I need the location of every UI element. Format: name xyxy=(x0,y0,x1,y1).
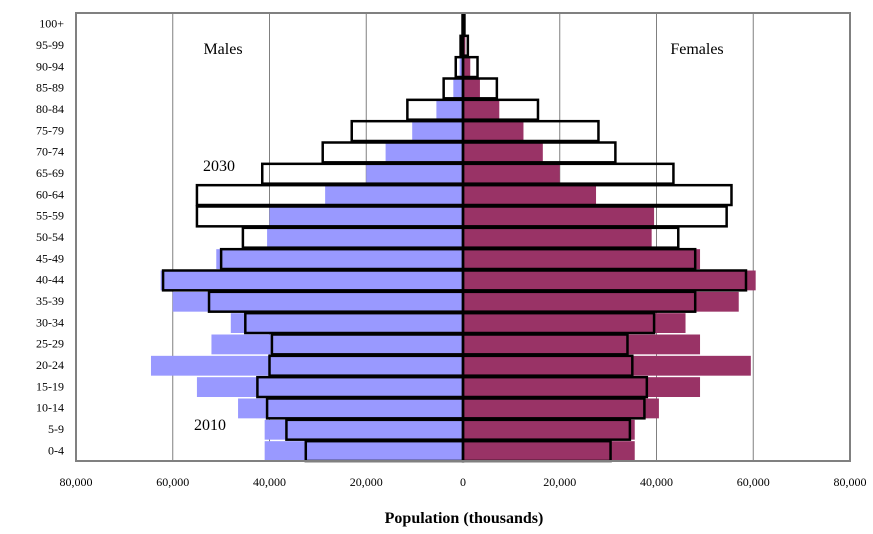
x-tick-label-4: 0 xyxy=(460,475,466,489)
bar-female-2010-10-14 xyxy=(463,398,659,419)
age-label-10-14: 10-14 xyxy=(36,401,64,415)
females-label: Females xyxy=(670,41,723,58)
males-label: Males xyxy=(203,41,242,58)
bars-2010 xyxy=(150,14,756,461)
x-tick-label-1: 60,000 xyxy=(156,475,189,489)
x-axis-title: Population (thousands) xyxy=(385,510,544,527)
x-tick-label-2: 40,000 xyxy=(253,475,286,489)
age-label-70-74: 70-74 xyxy=(36,145,64,159)
bar-female-2010-90-94 xyxy=(463,57,471,77)
bar-female-2010-35-39 xyxy=(463,291,739,312)
bar-female-2010-25-29 xyxy=(463,334,701,355)
bar-female-2010-0-4 xyxy=(463,441,635,461)
age-label-95-99: 95-99 xyxy=(36,38,64,52)
bars-2030-outline xyxy=(161,13,748,463)
year-label-2030: 2030 xyxy=(203,158,235,175)
bar-female-2010-5-9 xyxy=(463,419,635,440)
age-label-65-69: 65-69 xyxy=(36,166,64,180)
bar-male-2010-35-39 xyxy=(172,291,463,312)
age-label-90-94: 90-94 xyxy=(36,59,64,73)
bar-male-2010-40-44 xyxy=(160,270,463,291)
bar-female-2010-20-24 xyxy=(463,355,751,376)
x-tick-label-7: 60,000 xyxy=(737,475,770,489)
x-tick-label-5: 20,000 xyxy=(543,475,576,489)
age-label-25-29: 25-29 xyxy=(36,337,64,351)
x-tick-label-6: 40,000 xyxy=(640,475,673,489)
age-label-60-64: 60-64 xyxy=(36,187,64,201)
age-label-15-19: 15-19 xyxy=(36,379,64,393)
age-group-labels: 0-4 5-9 10-14 15-19 20-24 25-29 30-34 35-39 40-4… xyxy=(36,17,64,458)
bar-male-2010-50-54 xyxy=(267,227,463,248)
age-label-30-34: 30-34 xyxy=(36,315,64,329)
age-label-5-9: 5-9 xyxy=(48,422,64,436)
bar-female-2010-15-19 xyxy=(463,377,701,397)
bar-male-2010-20-24 xyxy=(150,355,463,376)
bar-male-2010-55-59 xyxy=(269,206,463,227)
bar-male-2010-30-34 xyxy=(230,313,463,333)
year-label-2010: 2010 xyxy=(194,417,226,434)
bar-female-2010-30-34 xyxy=(463,313,686,333)
x-tick-label-0: 80,000 xyxy=(60,475,93,489)
bar-female-2010-45-49 xyxy=(463,249,701,269)
bar-female-2010-65-69 xyxy=(463,163,560,184)
bar-female-2010-50-54 xyxy=(463,227,652,248)
bar-female-2010-75-79 xyxy=(463,121,524,141)
bar-female-2010-85-89 xyxy=(463,78,480,99)
bar-male-2010-85-89 xyxy=(453,78,463,99)
bar-male-2010-15-19 xyxy=(196,377,463,397)
bar-male-2010-45-49 xyxy=(216,249,463,269)
age-label-80-84: 80-84 xyxy=(36,102,64,116)
x-tick-label-3: 20,000 xyxy=(350,475,383,489)
x-tick-label-8: 80,000 xyxy=(834,475,867,489)
bar-male-2010-80-84 xyxy=(436,99,463,120)
bar-male-2010-10-14 xyxy=(238,398,463,419)
bar-male-2010-5-9 xyxy=(264,419,463,440)
age-label-35-39: 35-39 xyxy=(36,294,64,308)
bar-male-2010-0-4 xyxy=(264,441,463,461)
age-label-40-44: 40-44 xyxy=(36,273,64,287)
bar-male-2010-75-79 xyxy=(412,121,463,141)
bar-male-2010-25-29 xyxy=(211,334,463,355)
bar-male-2010-70-74 xyxy=(385,142,463,163)
age-label-100+: 100+ xyxy=(39,17,64,31)
x-tick-labels: 80,000 60,000 40,000 20,000 0 20,000 40,000 60,… xyxy=(60,475,867,489)
age-label-85-89: 85-89 xyxy=(36,81,64,95)
bar-male-2010-90-94 xyxy=(459,57,463,77)
bar-female-2010-40-44 xyxy=(463,270,756,291)
age-label-75-79: 75-79 xyxy=(36,123,64,137)
bar-female-2010-55-59 xyxy=(463,206,655,227)
bar-female-2010-70-74 xyxy=(463,142,543,163)
age-label-50-54: 50-54 xyxy=(36,230,64,244)
bar-female-2010-80-84 xyxy=(463,99,500,120)
age-label-0-4: 0-4 xyxy=(48,443,64,457)
age-label-45-49: 45-49 xyxy=(36,251,64,265)
plot-frame xyxy=(75,12,851,462)
age-label-55-59: 55-59 xyxy=(36,209,64,223)
bar-female-2010-60-64 xyxy=(463,185,597,205)
bar-male-2010-60-64 xyxy=(325,185,463,205)
age-label-20-24: 20-24 xyxy=(36,358,64,372)
bar-male-2010-65-69 xyxy=(366,163,463,184)
